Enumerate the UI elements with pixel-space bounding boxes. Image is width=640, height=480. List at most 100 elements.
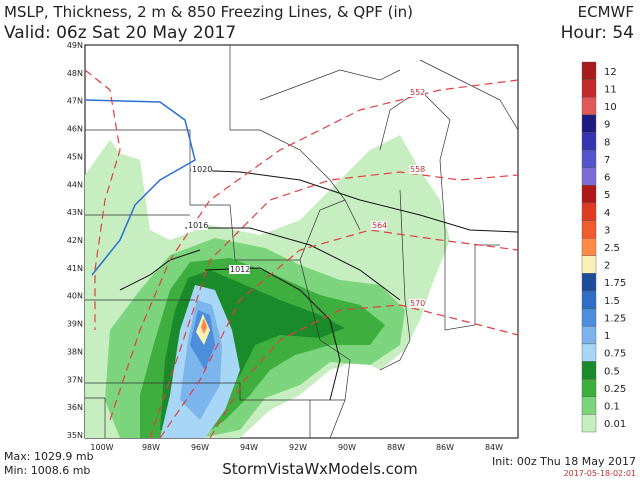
legend-label: 6 xyxy=(604,173,610,184)
lat-label: 41N xyxy=(67,264,83,273)
legend-swatch xyxy=(581,185,597,204)
lat-label: 43N xyxy=(67,208,83,217)
legend-swatch xyxy=(581,220,597,239)
legend-swatch xyxy=(581,149,597,168)
isobar-label: 1016 xyxy=(188,221,208,230)
legend-label: 0.25 xyxy=(604,384,626,395)
isobars xyxy=(119,169,519,401)
legend-swatch xyxy=(581,361,597,380)
legend-swatch xyxy=(581,273,597,292)
legend-label: 8 xyxy=(604,137,610,148)
lat-label: 45N xyxy=(67,152,83,161)
precip-area xyxy=(201,318,207,334)
init-time: Init: 00z Thu 18 May 2017 xyxy=(492,455,636,468)
legend-swatch xyxy=(581,255,597,274)
lat-label: 39N xyxy=(67,320,83,329)
isobar-label: 1012 xyxy=(230,265,250,274)
label-bg xyxy=(229,265,250,274)
lat-label: 36N xyxy=(67,403,83,412)
lat-label: 35N xyxy=(67,431,83,440)
legend-label: 2.5 xyxy=(604,243,620,254)
thickness-label: 564 xyxy=(372,221,387,230)
borders xyxy=(85,45,519,439)
lat-label: 38N xyxy=(67,347,83,356)
legend-label: 2 xyxy=(604,261,610,272)
thickness-lines xyxy=(84,69,519,439)
site-name: StormVistaWxModels.com xyxy=(222,460,417,478)
label-bg xyxy=(187,221,208,230)
legend-label: 0.1 xyxy=(604,402,620,413)
lon-label: 92W xyxy=(289,443,307,452)
timestamp: 2017-05-18-02:01 xyxy=(564,469,636,478)
lat-label: 44N xyxy=(67,180,83,189)
precip-area xyxy=(85,140,125,210)
legend-swatch xyxy=(581,202,597,221)
model: ECMWF xyxy=(578,3,634,21)
lon-label: 96W xyxy=(191,443,209,452)
legend-swatch xyxy=(581,237,597,257)
legend-swatch xyxy=(581,167,597,186)
lat-label: 42N xyxy=(67,236,83,245)
forecast-hour: Hour: 54 xyxy=(561,23,634,43)
lat-label: 47N xyxy=(67,97,83,106)
legend-label: 0.5 xyxy=(604,366,620,377)
legend-swatch xyxy=(581,97,597,116)
legend-label: 3 xyxy=(604,225,610,236)
legend-swatch xyxy=(581,132,597,151)
lat-label: 48N xyxy=(67,69,83,78)
label-bg xyxy=(409,165,425,174)
max-pressure: Max: 1029.9 mb xyxy=(4,450,94,463)
valid-time: Valid: 06z Sat 20 May 2017 xyxy=(4,23,236,43)
legend-swatch xyxy=(581,61,597,80)
legend-label: 7 xyxy=(604,155,610,166)
legend-label: 11 xyxy=(604,84,617,95)
legend-label: 5 xyxy=(604,190,610,201)
lon-label: 98W xyxy=(142,443,160,452)
legend-label: 1.75 xyxy=(604,278,626,289)
legend-label: 1 xyxy=(604,331,610,342)
legend-swatch xyxy=(581,326,597,345)
legend-swatch xyxy=(581,396,597,415)
legend-label: 4 xyxy=(604,208,610,219)
lon-label: 88W xyxy=(387,443,405,452)
legend-label: 0.75 xyxy=(604,349,626,360)
lat-label: 37N xyxy=(67,375,83,384)
thickness-label: 570 xyxy=(410,299,425,308)
thickness-label: 552 xyxy=(410,88,425,97)
title: MSLP, Thickness, 2 m & 850 Freezing Line… xyxy=(4,3,413,21)
lat-label: 49N xyxy=(67,41,83,50)
legend-label: 0.01 xyxy=(604,419,626,430)
contour-labels: 1020 1016 1012 552 558 564 570 xyxy=(187,88,425,308)
legend-label: 12 xyxy=(604,67,617,78)
legend-swatch xyxy=(581,308,597,327)
lon-label: 94W xyxy=(240,443,258,452)
lat-labels: 49N 48N 47N 46N 45N 44N 43N 42N 41N 40N 39N 38N 37N 3… xyxy=(67,41,83,440)
label-bg xyxy=(409,299,425,308)
legend-swatch xyxy=(581,114,597,133)
thickness-label: 558 xyxy=(410,165,425,174)
min-pressure: Min: 1008.6 mb xyxy=(4,464,90,477)
lat-label: 40N xyxy=(67,292,83,301)
legend-label: 1.25 xyxy=(604,313,626,324)
label-bg xyxy=(371,221,387,230)
freezing-line xyxy=(84,99,196,276)
map-area xyxy=(84,44,519,439)
legend: 12 11 10 9 8 7 6 5 4 3 2.5 2 1.75 1.5 1.25 1 0.75 0.5 0.25… xyxy=(581,61,626,433)
lat-label: 46N xyxy=(67,125,83,134)
legend-swatch xyxy=(581,378,597,397)
lon-labels: 100W 98W 96W 94W 92W 90W 88W 86W 84W xyxy=(90,443,503,452)
label-bg xyxy=(191,165,212,174)
label-bg xyxy=(409,88,425,97)
lon-label: 84W xyxy=(485,443,503,452)
lon-label: 86W xyxy=(436,443,454,452)
legend-label: 9 xyxy=(604,120,610,131)
lon-label: 90W xyxy=(338,443,356,452)
legend-swatch xyxy=(581,79,597,98)
legend-swatch xyxy=(581,290,597,309)
legend-label: 1.5 xyxy=(604,296,620,307)
legend-swatch xyxy=(581,343,597,362)
legend-label: 10 xyxy=(604,102,617,113)
lon-label: 100W xyxy=(90,443,113,452)
isobar-label: 1020 xyxy=(192,165,212,174)
